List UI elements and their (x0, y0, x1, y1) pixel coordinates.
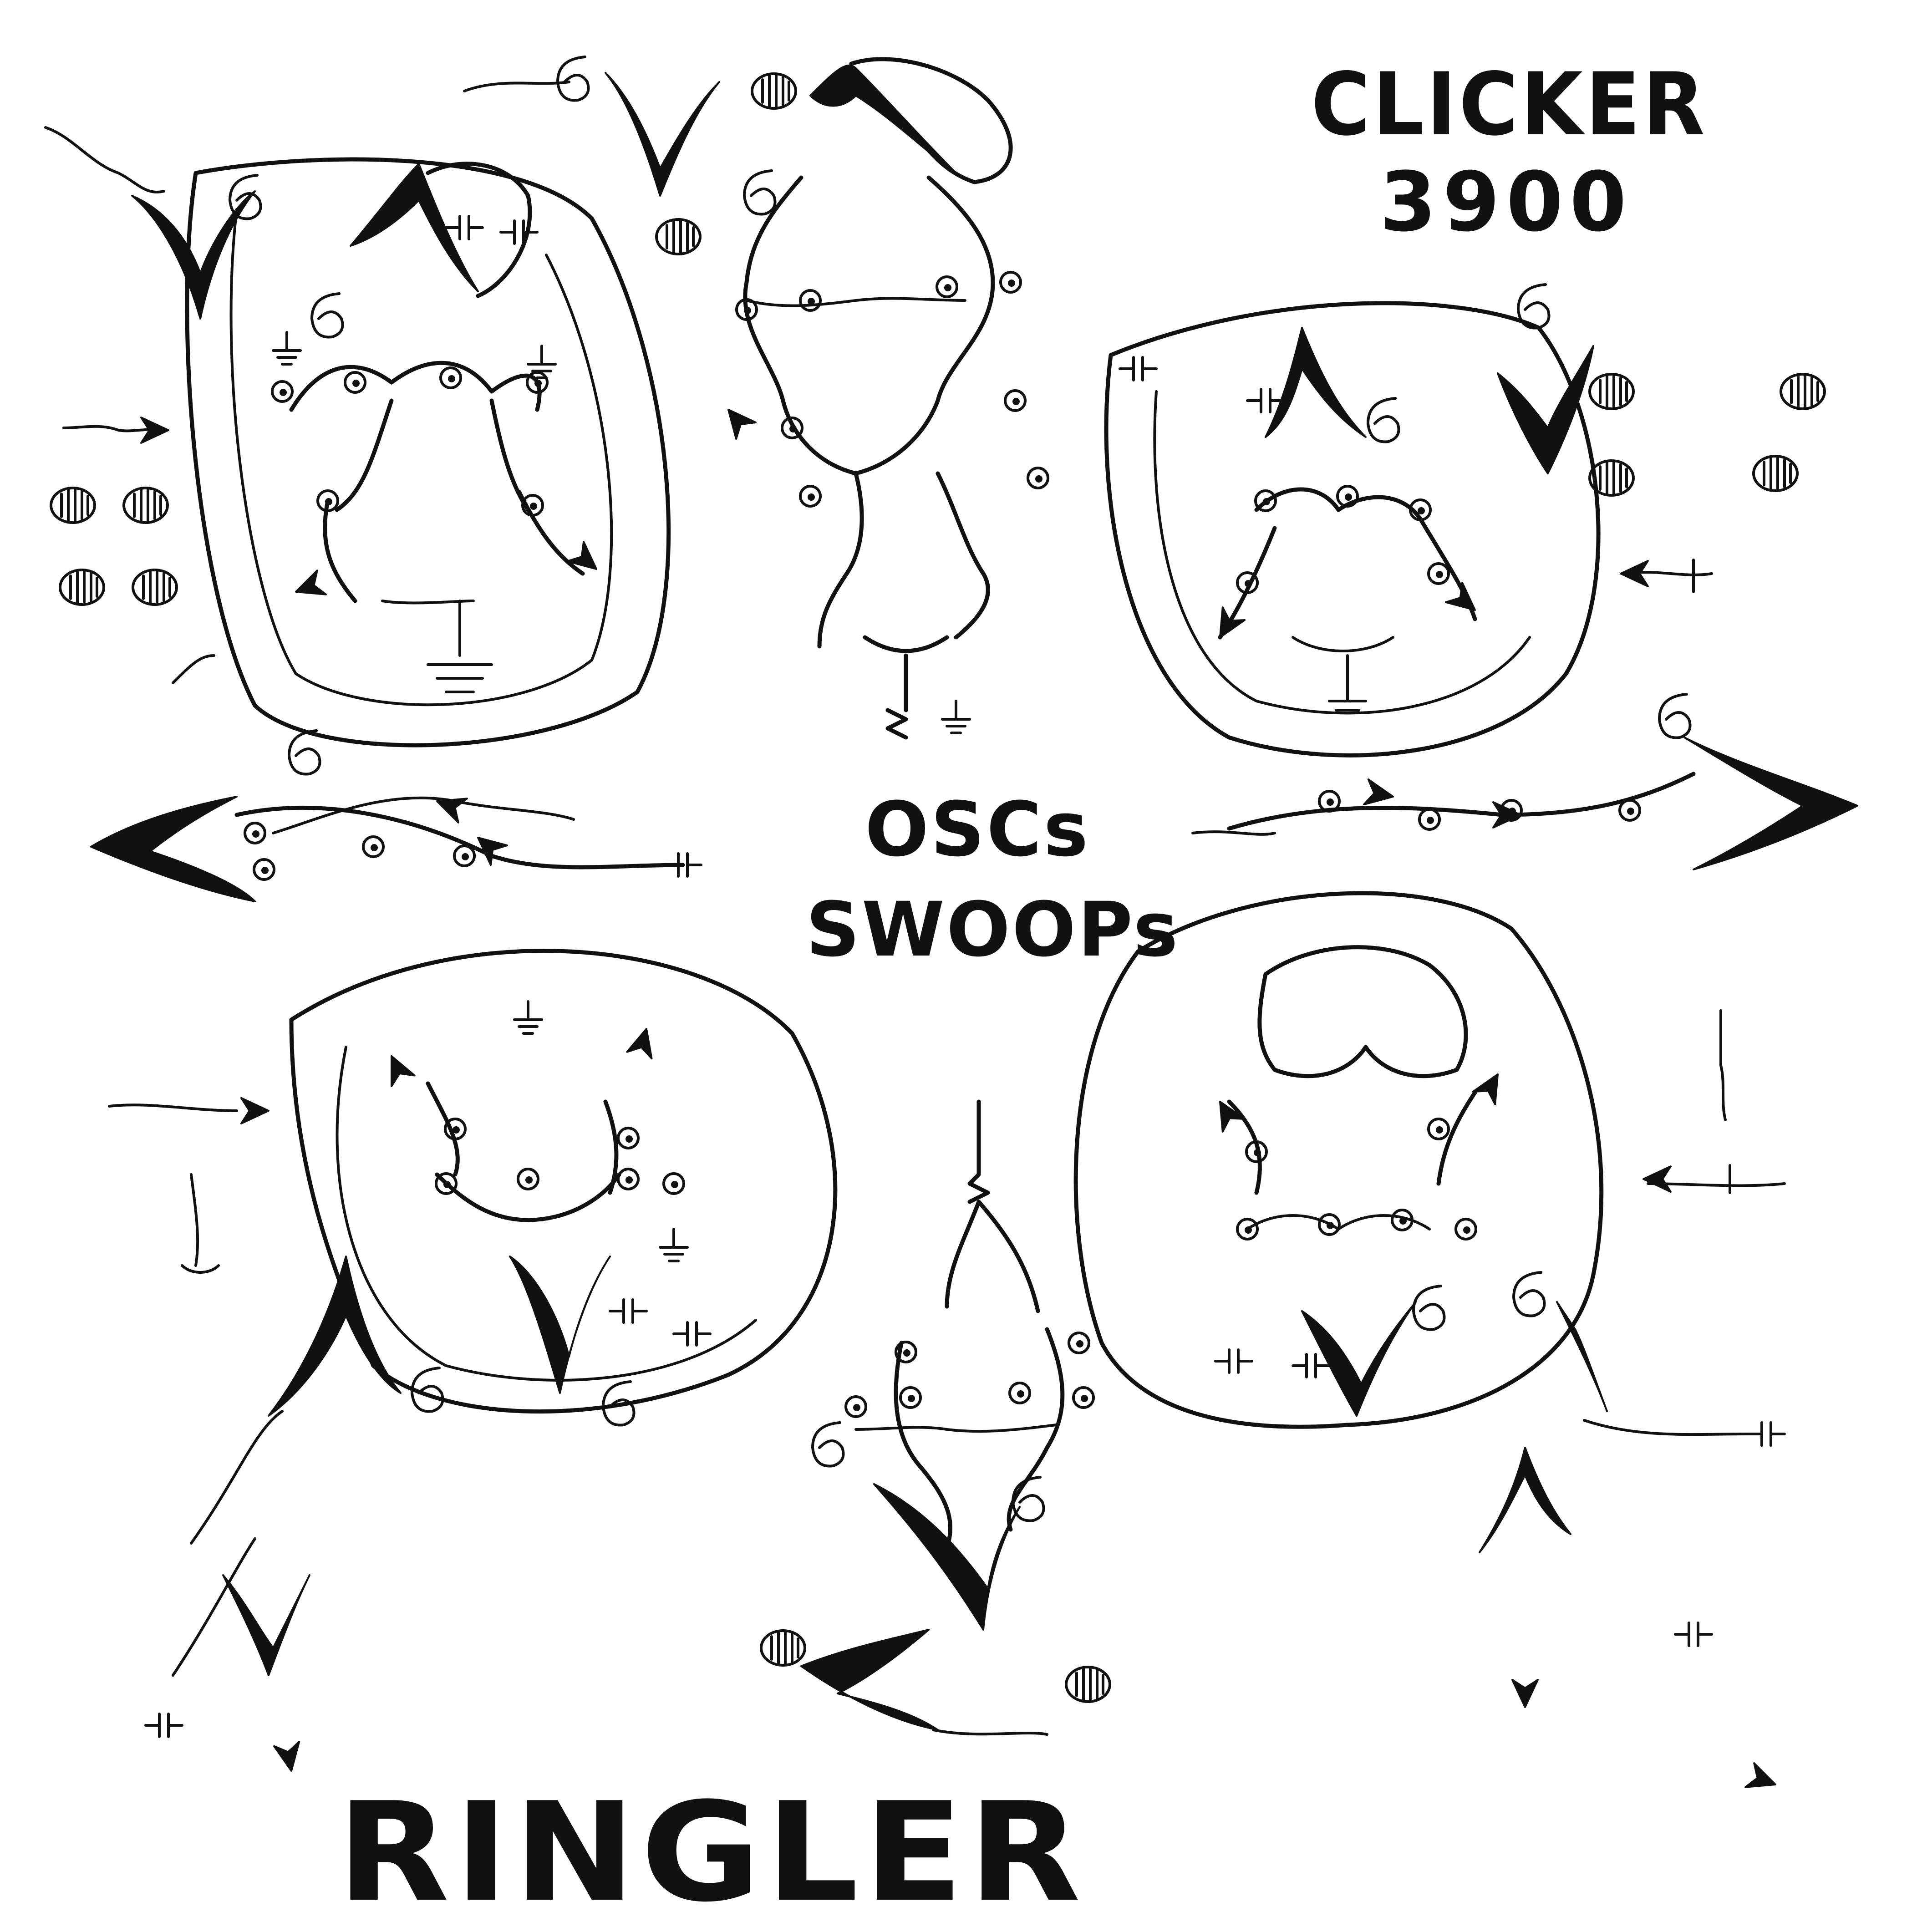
module-bottom-center (761, 1099, 1110, 1736)
module-top-left (44, 126, 671, 747)
center-label-swoops: SWOOPs (806, 886, 1180, 973)
side-squiggles (51, 417, 1727, 1274)
title-clicker: CLICKER (1311, 54, 1708, 155)
footer-ringler: RINGLER (337, 1773, 1086, 1932)
rail-middle-right (1191, 694, 1858, 870)
module-top-center (463, 57, 1048, 740)
module-top-right (1104, 285, 1825, 758)
rail-middle-left (90, 731, 701, 902)
module-bottom-right (1073, 891, 1786, 1798)
title-model-number: 3900 (1379, 155, 1633, 250)
center-label-oscs: OSCs (865, 786, 1090, 873)
module-bottom-left (108, 949, 838, 1774)
